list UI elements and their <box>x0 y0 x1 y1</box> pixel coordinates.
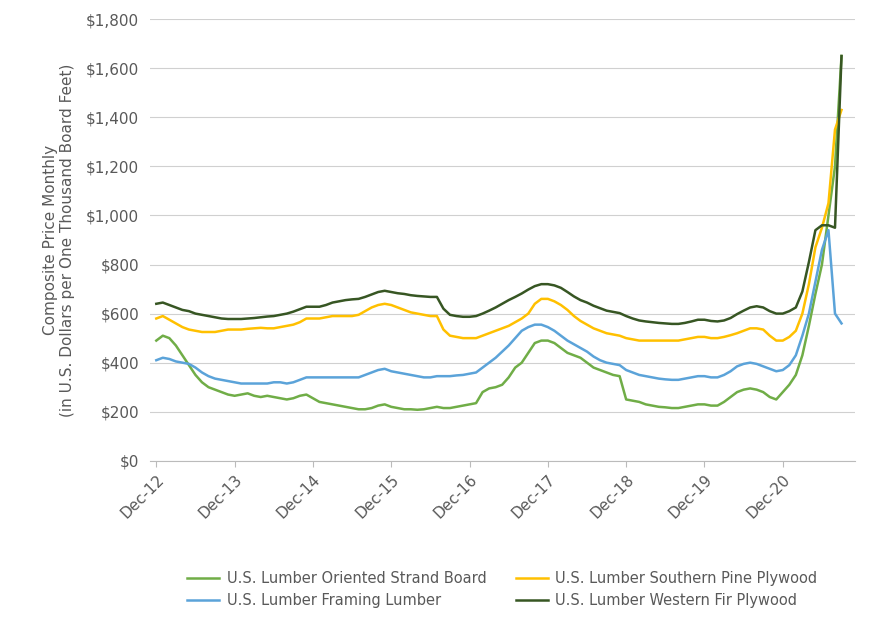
U.S. Lumber Framing Lumber <box>236 380 247 387</box>
U.S. Lumber Framing Lumber <box>602 359 612 367</box>
U.S. Lumber Western Fir Plywood <box>556 284 566 292</box>
U.S. Lumber Western Fir Plywood <box>621 312 632 320</box>
U.S. Lumber Western Fir Plywood <box>667 320 677 328</box>
Line: U.S. Lumber Framing Lumber: U.S. Lumber Framing Lumber <box>156 230 841 383</box>
U.S. Lumber Framing Lumber <box>627 369 638 376</box>
U.S. Lumber Southern Pine Plywood <box>556 301 566 309</box>
U.S. Lumber Oriented Strand Board <box>751 386 762 394</box>
U.S. Lumber Oriented Strand Board <box>412 406 423 413</box>
U.S. Lumber Framing Lumber <box>562 337 573 344</box>
U.S. Lumber Framing Lumber <box>171 358 181 365</box>
U.S. Lumber Framing Lumber <box>751 360 762 368</box>
Line: U.S. Lumber Western Fir Plywood: U.S. Lumber Western Fir Plywood <box>156 56 841 324</box>
U.S. Lumber Oriented Strand Board <box>627 397 638 404</box>
U.S. Lumber Oriented Strand Board <box>562 349 573 356</box>
U.S. Lumber Southern Pine Plywood <box>549 298 559 305</box>
Line: U.S. Lumber Southern Pine Plywood: U.S. Lumber Southern Pine Plywood <box>156 110 841 340</box>
U.S. Lumber Southern Pine Plywood <box>836 106 847 114</box>
U.S. Lumber Southern Pine Plywood <box>151 315 161 323</box>
U.S. Lumber Southern Pine Plywood <box>751 324 762 332</box>
U.S. Lumber Framing Lumber <box>836 319 847 327</box>
U.S. Lumber Oriented Strand Board <box>171 342 181 349</box>
Legend: U.S. Lumber Oriented Strand Board, U.S. Lumber Framing Lumber, U.S. Lumber South: U.S. Lumber Oriented Strand Board, U.S. … <box>181 565 823 614</box>
U.S. Lumber Western Fir Plywood <box>595 305 605 312</box>
U.S. Lumber Southern Pine Plywood <box>171 319 181 327</box>
U.S. Lumber Framing Lumber <box>823 227 833 234</box>
U.S. Lumber Western Fir Plywood <box>751 303 762 310</box>
U.S. Lumber Southern Pine Plywood <box>621 334 632 342</box>
U.S. Lumber Framing Lumber <box>151 356 161 364</box>
U.S. Lumber Oriented Strand Board <box>556 344 566 352</box>
U.S. Lumber Western Fir Plywood <box>836 52 847 60</box>
U.S. Lumber Oriented Strand Board <box>602 369 612 376</box>
U.S. Lumber Western Fir Plywood <box>171 303 181 311</box>
U.S. Lumber Framing Lumber <box>556 332 566 339</box>
Y-axis label: Composite Price Monthly
(in U.S. Dollars per One Thousand Board Feet): Composite Price Monthly (in U.S. Dollars… <box>42 63 75 417</box>
U.S. Lumber Western Fir Plywood <box>151 300 161 308</box>
U.S. Lumber Oriented Strand Board <box>151 337 161 344</box>
Line: U.S. Lumber Oriented Strand Board: U.S. Lumber Oriented Strand Board <box>156 56 841 410</box>
U.S. Lumber Oriented Strand Board <box>836 52 847 60</box>
U.S. Lumber Southern Pine Plywood <box>595 327 605 335</box>
U.S. Lumber Southern Pine Plywood <box>634 337 645 344</box>
U.S. Lumber Western Fir Plywood <box>549 282 559 289</box>
